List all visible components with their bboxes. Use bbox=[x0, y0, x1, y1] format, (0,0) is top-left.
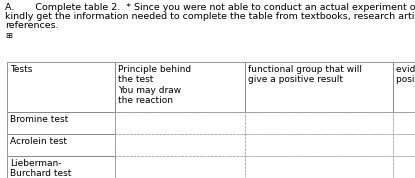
Bar bbox=[115, 134, 245, 156]
Bar bbox=[7, 134, 115, 156]
Bar bbox=[393, 112, 415, 134]
Bar bbox=[245, 112, 393, 134]
Text: Bromine test: Bromine test bbox=[10, 115, 68, 124]
Bar bbox=[393, 62, 415, 112]
Text: Lieberman-
Burchard test: Lieberman- Burchard test bbox=[10, 159, 71, 178]
Text: evidence  of  a
positive result: evidence of a positive result bbox=[396, 65, 415, 84]
Bar bbox=[115, 156, 245, 178]
Text: kindly get the information needed to complete the table from textbooks, research: kindly get the information needed to com… bbox=[5, 12, 415, 21]
Bar bbox=[245, 156, 393, 178]
Bar bbox=[245, 134, 393, 156]
Bar bbox=[7, 62, 115, 112]
Bar bbox=[115, 112, 245, 134]
Bar bbox=[393, 156, 415, 178]
Text: functional group that will
give a positive result: functional group that will give a positi… bbox=[248, 65, 362, 84]
Text: Principle behind
the test
You may draw
the reaction: Principle behind the test You may draw t… bbox=[118, 65, 191, 105]
Bar bbox=[7, 156, 115, 178]
Bar bbox=[115, 62, 245, 112]
Text: Tests: Tests bbox=[10, 65, 32, 74]
Text: Acrolein test: Acrolein test bbox=[10, 137, 67, 146]
Bar bbox=[7, 112, 115, 134]
Bar bbox=[393, 134, 415, 156]
Text: references.: references. bbox=[5, 21, 59, 30]
Text: A.       Complete table 2.  * Since you were not able to conduct an actual exper: A. Complete table 2. * Since you were no… bbox=[5, 3, 415, 12]
Bar bbox=[245, 62, 393, 112]
Text: ⊞: ⊞ bbox=[5, 31, 12, 40]
